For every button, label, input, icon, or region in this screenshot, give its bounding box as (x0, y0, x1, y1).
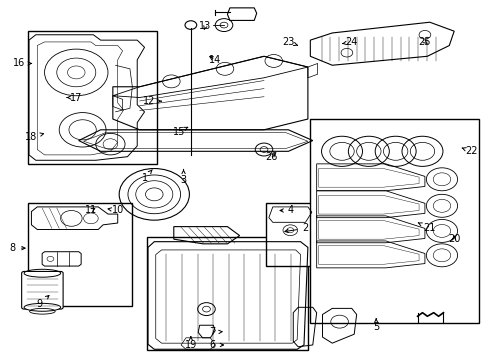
Bar (310, 119, 478, 323)
Ellipse shape (24, 303, 61, 311)
FancyBboxPatch shape (21, 271, 63, 309)
Text: 4: 4 (280, 206, 293, 216)
Text: 10: 10 (108, 206, 123, 216)
Text: 15: 15 (172, 127, 187, 136)
Text: 6: 6 (209, 340, 223, 350)
Text: 17: 17 (67, 93, 82, 103)
Text: 7: 7 (209, 327, 222, 337)
Text: 18: 18 (25, 132, 43, 142)
Text: 23: 23 (282, 37, 297, 47)
Bar (266, 203, 322, 266)
Text: 1: 1 (141, 170, 152, 183)
Text: 20: 20 (447, 234, 459, 244)
Text: 26: 26 (264, 152, 277, 162)
Text: 14: 14 (209, 55, 221, 65)
Text: 25: 25 (418, 37, 430, 47)
Text: 12: 12 (143, 96, 161, 106)
Bar (27, 31, 157, 164)
Bar (147, 237, 307, 350)
Bar (27, 203, 132, 306)
Text: 9: 9 (37, 296, 49, 309)
Text: 24: 24 (342, 37, 357, 47)
Text: 2: 2 (285, 224, 308, 233)
Text: 16: 16 (13, 58, 31, 68)
Text: 11: 11 (84, 206, 97, 216)
Text: 3: 3 (180, 170, 186, 185)
Text: 19: 19 (184, 337, 197, 350)
Text: 8: 8 (10, 243, 25, 253)
Text: 5: 5 (372, 319, 379, 332)
Text: 22: 22 (461, 146, 476, 156)
Text: 13: 13 (199, 21, 211, 31)
Text: 21: 21 (417, 223, 435, 233)
